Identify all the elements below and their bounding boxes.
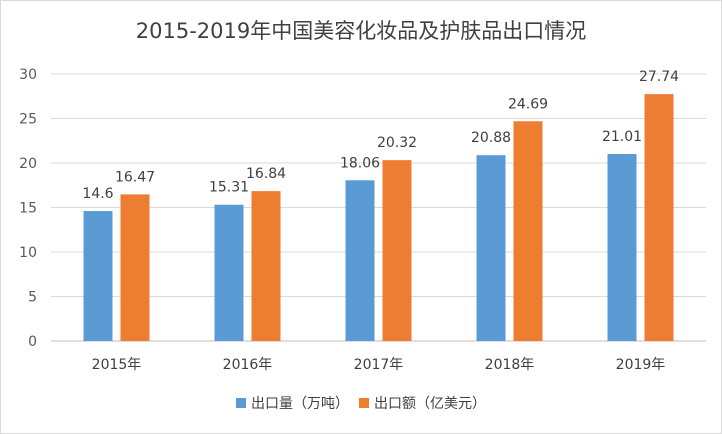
data-label: 21.01 xyxy=(602,129,642,145)
x-tick-label: 2019年 xyxy=(616,357,666,373)
legend-swatch-series-0 xyxy=(236,398,246,408)
chart-title: 2015-2019年中国美容化妆品及护肤品出口情况 xyxy=(135,19,587,43)
legend-swatch-series-1 xyxy=(359,398,369,408)
x-tick-label: 2017年 xyxy=(354,357,404,373)
legend-label-series-0: 出口量（万吨） xyxy=(251,396,349,412)
bar xyxy=(513,121,543,341)
y-tick-label: 5 xyxy=(28,290,37,306)
legend-item-series-1: 出口额（亿美元） xyxy=(359,393,486,413)
y-tick-label: 0 xyxy=(28,334,37,350)
bar xyxy=(120,194,150,341)
data-label: 14.6 xyxy=(82,186,113,202)
bar xyxy=(345,180,375,341)
legend: 出口量（万吨） 出口额（亿美元） xyxy=(1,393,721,413)
data-label: 24.69 xyxy=(508,96,548,112)
data-label: 20.88 xyxy=(471,130,511,146)
bar xyxy=(83,211,113,341)
y-tick-label: 25 xyxy=(19,112,37,128)
bar xyxy=(476,155,506,341)
legend-item-series-0: 出口量（万吨） xyxy=(236,393,349,413)
x-tick-label: 2018年 xyxy=(485,357,535,373)
y-tick-label: 15 xyxy=(19,201,37,217)
y-tick-label: 20 xyxy=(19,156,37,172)
legend-label-series-1: 出口额（亿美元） xyxy=(374,396,486,412)
data-label: 16.84 xyxy=(246,166,286,182)
bar xyxy=(251,191,281,341)
bar xyxy=(607,154,637,341)
bar xyxy=(644,94,674,341)
data-label: 16.47 xyxy=(115,169,155,185)
data-label: 15.31 xyxy=(209,180,249,196)
data-label: 20.32 xyxy=(377,135,417,151)
data-label: 27.74 xyxy=(639,69,679,85)
y-tick-label: 30 xyxy=(19,67,37,83)
x-tick-label: 2016年 xyxy=(223,357,273,373)
data-label: 18.06 xyxy=(340,155,380,171)
x-tick-label: 2015年 xyxy=(92,357,142,373)
y-tick-label: 10 xyxy=(19,245,37,261)
bar xyxy=(214,204,244,341)
bar xyxy=(382,160,412,341)
